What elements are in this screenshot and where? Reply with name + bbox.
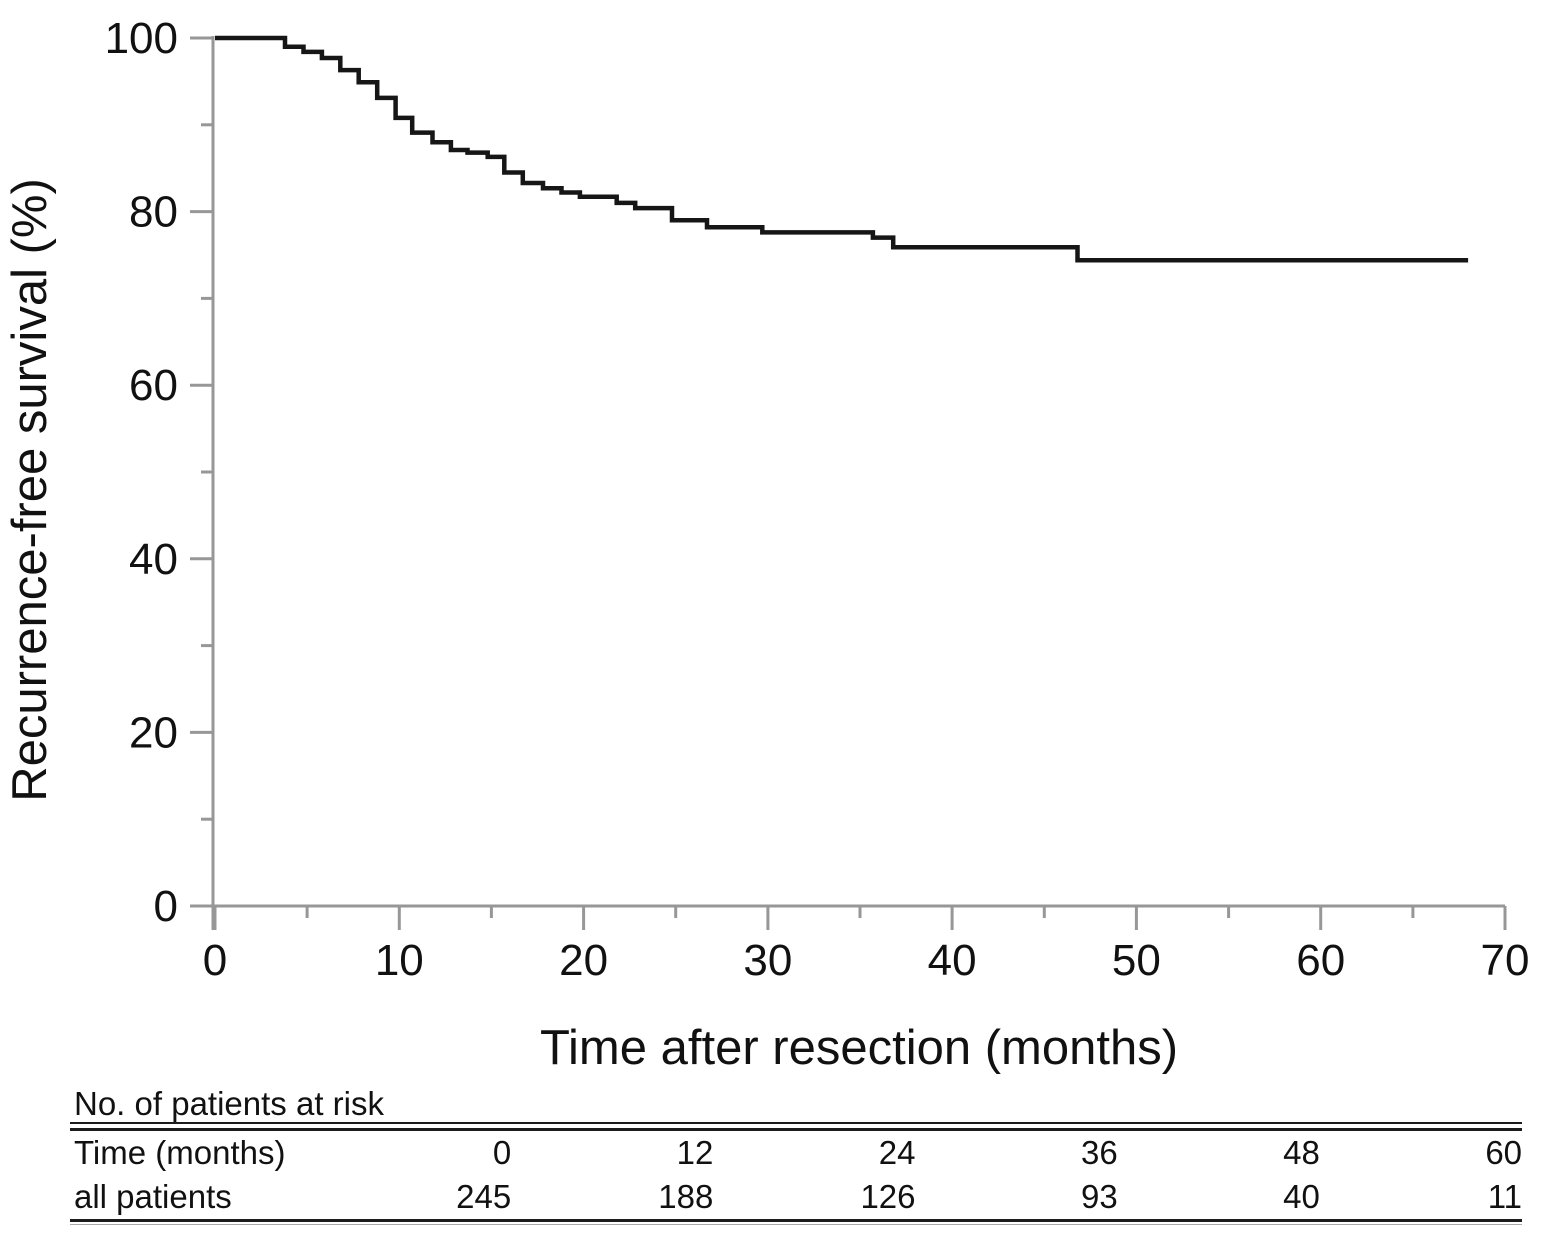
risk-table-header-rule (70, 1122, 1522, 1131)
risk-value-cell: 93 (1080, 1178, 1118, 1215)
table-row-all-patients: all patients 245 188 126 93 40 11 (70, 1175, 1522, 1219)
risk-value-cell: 24 (878, 1134, 916, 1171)
km-plot: 0 20 40 60 80 100 0 10 20 30 40 50 60 70 Time after r… (3, 14, 1530, 1075)
x-tick-label: 20 (559, 936, 608, 985)
x-tick-label: 60 (1296, 936, 1345, 985)
x-tick-label: 10 (375, 936, 424, 985)
axes-layer: 0 20 40 60 80 100 0 10 20 30 40 50 60 70 (105, 14, 1530, 985)
y-tick-label: 80 (129, 188, 178, 237)
risk-value-cell: 126 (860, 1178, 916, 1215)
y-tick-label: 20 (129, 708, 178, 757)
x-tick-label: 0 (203, 936, 227, 985)
risk-row-label: all patients (74, 1178, 232, 1215)
risk-table: No. of patients at risk Time (months) 0 … (70, 1086, 1522, 1225)
risk-value-cell: 0 (492, 1134, 512, 1171)
x-tick-label: 30 (743, 936, 792, 985)
risk-value-cell: 12 (676, 1134, 714, 1171)
y-tick-label: 60 (129, 361, 178, 410)
risk-value-cell: 245 (456, 1178, 512, 1215)
risk-table-title: No. of patients at risk (74, 1085, 384, 1122)
table-row-time: Time (months) 0 12 24 36 48 60 (70, 1131, 1522, 1175)
y-axis-title: Recurrence-free survival (%) (3, 178, 57, 802)
x-tick-label: 70 (1481, 936, 1530, 985)
risk-value-cell: 60 (1485, 1134, 1523, 1171)
risk-value-cell: 48 (1283, 1134, 1320, 1171)
risk-row-label: Time (months) (74, 1134, 286, 1171)
risk-value-cell: 188 (658, 1178, 714, 1215)
y-tick-label: 40 (129, 535, 178, 584)
risk-value-cell: 40 (1283, 1178, 1320, 1215)
risk-value-cell: 11 (1487, 1178, 1523, 1215)
risk-table-bottom-rule (70, 1219, 1522, 1225)
survival-curve (215, 35, 1469, 263)
y-tick-label: 100 (105, 14, 178, 63)
x-axis-title: Time after resection (months) (540, 1021, 1178, 1075)
x-tick-label: 50 (1112, 936, 1161, 985)
x-tick-label: 40 (928, 936, 977, 985)
y-tick-label: 0 (154, 882, 178, 931)
risk-value-cell: 36 (1080, 1134, 1118, 1171)
